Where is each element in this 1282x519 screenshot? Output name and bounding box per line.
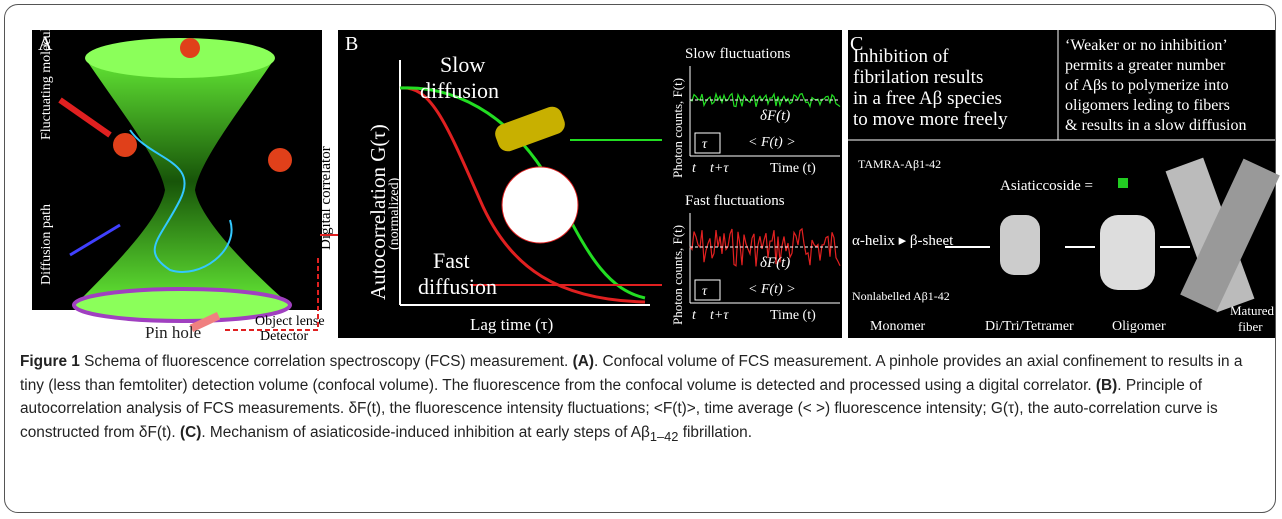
molecule xyxy=(495,106,565,152)
axis-label: Photon counts, F(t) xyxy=(670,225,685,325)
label: Di/Tri/Tetramer xyxy=(985,319,1074,334)
label: Diffusion path xyxy=(39,204,54,285)
asiaticoside xyxy=(1118,178,1128,188)
label: diffusion xyxy=(418,274,497,299)
confocal-volume xyxy=(75,58,290,305)
plot-title: Slow fluctuations xyxy=(685,46,791,62)
molecule xyxy=(501,166,579,244)
label: diffusion xyxy=(420,78,499,103)
arrow xyxy=(58,97,112,138)
ref: (C) xyxy=(179,423,202,441)
label: τ xyxy=(702,137,708,152)
caption-text: . Mechanism of asiaticoside-induced inhi… xyxy=(201,423,650,441)
label: Digital correlator xyxy=(318,146,334,250)
panel-text: fibrilation results xyxy=(853,67,983,88)
label: Nonlabelled Aβ1-42 xyxy=(852,289,950,303)
molecule xyxy=(113,133,137,157)
molecule xyxy=(268,148,292,172)
plot-title: Fast fluctuations xyxy=(685,193,785,209)
label: δF(t) xyxy=(760,108,790,124)
label: Detector xyxy=(260,329,309,344)
label: α-helix ▸ β-sheet xyxy=(852,233,954,249)
label: Object lense xyxy=(255,314,325,329)
label: < F(t) > xyxy=(748,135,796,150)
ref: (B) xyxy=(1095,376,1118,394)
subscript: 1–42 xyxy=(649,428,679,444)
caption-text: . Confocal volume of FCS measurement. A … xyxy=(20,353,1243,394)
figure: A Fluctuating molecules Diffusion path D… xyxy=(32,16,1280,344)
tau-box xyxy=(694,132,721,154)
panel-label: A xyxy=(38,33,53,55)
oligomer xyxy=(1100,215,1155,290)
molecule xyxy=(180,38,200,58)
axis-label: (normalized) xyxy=(387,177,402,250)
panel-text: in a free Aβ species xyxy=(853,88,1002,109)
label: Fast xyxy=(433,248,470,273)
bottom-ellipse xyxy=(72,287,292,323)
label: Fluctuating molecules xyxy=(39,16,54,140)
tick-label: t+τ xyxy=(710,161,729,176)
label: Monomer xyxy=(870,319,926,334)
axis-label: Lag time (τ) xyxy=(470,315,553,334)
caption-text: . Principle of autocorrelation analysis … xyxy=(20,376,1218,441)
tau-box xyxy=(694,279,721,301)
caption-text: fibrillation. xyxy=(678,423,753,441)
label: Matured xyxy=(1230,303,1275,318)
axis-label: Time (t) xyxy=(770,161,816,176)
caption-text: Schema of fluorescence correlation spect… xyxy=(79,353,573,370)
tick-label: t+τ xyxy=(710,308,729,323)
panel-text: ‘Weaker or no inhibition’ xyxy=(1065,37,1228,54)
figure-label: Figure 1 xyxy=(20,353,80,370)
fiber xyxy=(1180,158,1280,312)
label: TAMRA-Aβ1-42 xyxy=(858,157,941,171)
tick-label: t xyxy=(692,308,697,323)
label: fiber xyxy=(1238,319,1263,334)
axis-label: Photon counts, F(t) xyxy=(670,78,685,178)
label: Oligomer xyxy=(1112,319,1166,334)
panel-text: of Aβs to polymerize into xyxy=(1065,77,1229,94)
panel-text: permits a greater number xyxy=(1065,57,1226,74)
signal xyxy=(689,227,841,267)
tick-label: t xyxy=(692,161,697,176)
panel-text: Inhibition of xyxy=(853,46,949,67)
top-ellipse xyxy=(85,38,275,78)
signal-line xyxy=(225,255,319,331)
fast-curve xyxy=(399,86,646,304)
axis-label: Time (t) xyxy=(770,308,816,323)
axis-label: Autocorrelation G(τ) xyxy=(366,124,390,300)
panel-b-bg xyxy=(338,30,842,338)
label: δF(t) xyxy=(760,255,790,271)
caption: Figure 1 Schema of fluorescence correlat… xyxy=(20,350,1270,448)
panel-text: & results in a slow diffusion xyxy=(1065,117,1246,134)
ref: (A) xyxy=(572,353,594,370)
label: < F(t) > xyxy=(748,282,796,297)
panel-text: to move more freely xyxy=(853,109,1008,130)
arrow xyxy=(69,223,121,257)
figure-frame xyxy=(4,4,1276,513)
pin-hole xyxy=(189,312,221,332)
oligomer xyxy=(1000,215,1040,275)
label: τ xyxy=(702,284,708,299)
label: Pin hole xyxy=(145,323,201,342)
diffusion-path xyxy=(129,129,233,273)
panel-label: B xyxy=(345,33,358,55)
panel-label: C xyxy=(850,33,863,55)
label: Slow xyxy=(440,52,485,77)
label: Asiaticcoside = xyxy=(1000,178,1093,194)
panel-text: oligomers leding to fibers xyxy=(1065,97,1230,114)
